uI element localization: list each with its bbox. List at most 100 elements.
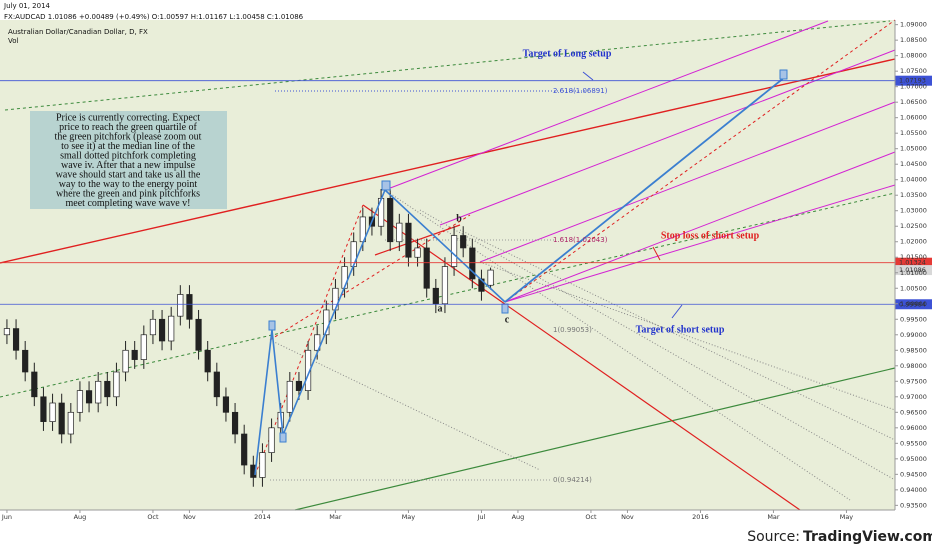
y-tick-label: 1.04500 bbox=[900, 160, 927, 168]
candle-body bbox=[40, 396, 47, 422]
y-tick-label: 1.00500 bbox=[900, 284, 927, 292]
wave-marker bbox=[381, 180, 391, 191]
candle-body bbox=[341, 266, 348, 289]
y-tick-label: 0.97500 bbox=[900, 377, 927, 385]
note: Price is currently correcting. Expectpri… bbox=[55, 112, 202, 209]
y-tick-label: 0.99000 bbox=[900, 331, 927, 339]
x-tick-label: May bbox=[402, 513, 416, 521]
wave-label: c bbox=[505, 314, 510, 325]
candle-body bbox=[450, 235, 458, 267]
dotted-line bbox=[459, 229, 896, 441]
y-tick-label: 0.98500 bbox=[900, 346, 927, 354]
arrow bbox=[582, 71, 594, 81]
note-line: to see it) at the median line of the bbox=[61, 141, 195, 152]
annotation: Target of short setup bbox=[636, 324, 725, 335]
fib-label: 2.618(1.06891) bbox=[553, 87, 608, 95]
y-tick-label: 1.07500 bbox=[900, 67, 927, 75]
price-tag-label: 1.07193 bbox=[899, 77, 926, 85]
x-tick-label: Jun bbox=[1, 513, 12, 521]
y-tick-label: 0.99500 bbox=[900, 315, 927, 323]
candle-body bbox=[49, 402, 56, 422]
price-tag bbox=[895, 257, 932, 268]
candle-body bbox=[286, 380, 293, 413]
candle-body bbox=[158, 318, 166, 342]
candle-body bbox=[122, 349, 129, 373]
red-line bbox=[362, 204, 801, 511]
volume-label: Vol bbox=[8, 37, 19, 45]
x-tick-label: 2014 bbox=[254, 513, 271, 521]
y-tick-label: 1.00000 bbox=[900, 300, 927, 308]
note-box bbox=[30, 111, 227, 209]
candle-body bbox=[396, 222, 403, 243]
note-line: wave should start and take us all the bbox=[56, 169, 201, 180]
y-tick-label: 0.95500 bbox=[900, 439, 927, 447]
note-line: where the green and pink pitchforks bbox=[56, 188, 200, 199]
candle-body bbox=[58, 402, 65, 435]
x-tick-label: Aug bbox=[512, 513, 525, 521]
magenta-line bbox=[504, 151, 896, 303]
source-name: TradingView.com bbox=[803, 529, 932, 545]
y-tick-label: 1.03500 bbox=[900, 191, 927, 199]
candle-body bbox=[67, 411, 74, 435]
arrow bbox=[671, 304, 683, 319]
candle-body bbox=[149, 318, 157, 336]
candle-body bbox=[140, 334, 147, 360]
candle-body bbox=[387, 197, 394, 243]
y-tick-label: 0.96500 bbox=[900, 408, 927, 416]
axes: 0.93500 0.94000 0.94500 0.95000 0.95500 0.960… bbox=[1, 21, 927, 521]
date: July 01, 2014 bbox=[3, 2, 51, 10]
note-line: the green pitchfork (please zoom out bbox=[55, 131, 202, 142]
candle-body bbox=[259, 452, 266, 478]
price-tag-label: 1.01324 bbox=[899, 259, 926, 267]
drawings bbox=[0, 19, 896, 511]
candle-body bbox=[432, 287, 439, 305]
y-tick-label: 1.02000 bbox=[900, 238, 927, 246]
candle-body bbox=[441, 266, 449, 305]
source-label: Source: bbox=[747, 529, 800, 545]
y-tick-label: 1.01000 bbox=[900, 269, 927, 277]
annotation: Target of Long setup bbox=[523, 48, 612, 59]
x-tick-label: Oct bbox=[585, 513, 597, 521]
y-tick-label: 0.95000 bbox=[900, 455, 927, 463]
note-line: wave iv. After that a new impulse bbox=[61, 160, 196, 171]
y-tick-label: 1.05000 bbox=[900, 145, 927, 153]
note-line: price to reach the green quartile of bbox=[59, 122, 197, 133]
candle-body bbox=[113, 371, 120, 398]
wave-label: a bbox=[438, 303, 443, 314]
y-tick-label: 1.06500 bbox=[900, 98, 927, 106]
candle-body bbox=[186, 294, 193, 320]
x-tick-label: Nov bbox=[183, 513, 196, 521]
candle-body bbox=[314, 334, 321, 351]
price-lines: 1.07193 1.01324 0.99984 1.01086 bbox=[0, 75, 932, 310]
candle-body bbox=[131, 349, 138, 360]
y-tick-label: 1.05500 bbox=[900, 129, 927, 137]
note-line: Price is currently correcting. Expect bbox=[56, 112, 200, 123]
candle-body bbox=[22, 349, 29, 373]
price-tag bbox=[895, 299, 932, 310]
y-tick-label: 1.03000 bbox=[900, 207, 927, 215]
y-tick-label: 1.08000 bbox=[900, 52, 927, 60]
wave-label: b bbox=[456, 213, 462, 224]
fib-label: 1(0.99053) bbox=[553, 326, 592, 334]
candle-body bbox=[31, 371, 38, 398]
y-tick-label: 0.94500 bbox=[900, 470, 927, 478]
candle-body bbox=[268, 427, 275, 453]
x-tick-label: 2016 bbox=[692, 513, 709, 521]
x-tick-label: Oct bbox=[147, 513, 159, 521]
candle-body bbox=[195, 318, 202, 351]
y-tick-label: 1.07000 bbox=[900, 83, 927, 91]
plot-bg bbox=[0, 20, 895, 510]
y-tick-label: 1.04000 bbox=[900, 176, 927, 184]
symbol-line: FX:AUDCAD 1.01086 +0.00489 (+0.49%) O:1.… bbox=[4, 13, 304, 21]
price-tag bbox=[895, 75, 932, 86]
candle-body bbox=[231, 411, 239, 435]
x-tick-label: Aug bbox=[74, 513, 87, 521]
candle-body bbox=[3, 328, 11, 336]
candle-body bbox=[222, 396, 230, 413]
x-tick-label: Nov bbox=[621, 513, 634, 521]
y-tick-label: 0.98000 bbox=[900, 362, 927, 370]
candle-body bbox=[405, 222, 412, 258]
note-line: way to the way to the energy point bbox=[59, 179, 198, 190]
wave-marker bbox=[279, 432, 287, 443]
green-line bbox=[294, 367, 896, 511]
